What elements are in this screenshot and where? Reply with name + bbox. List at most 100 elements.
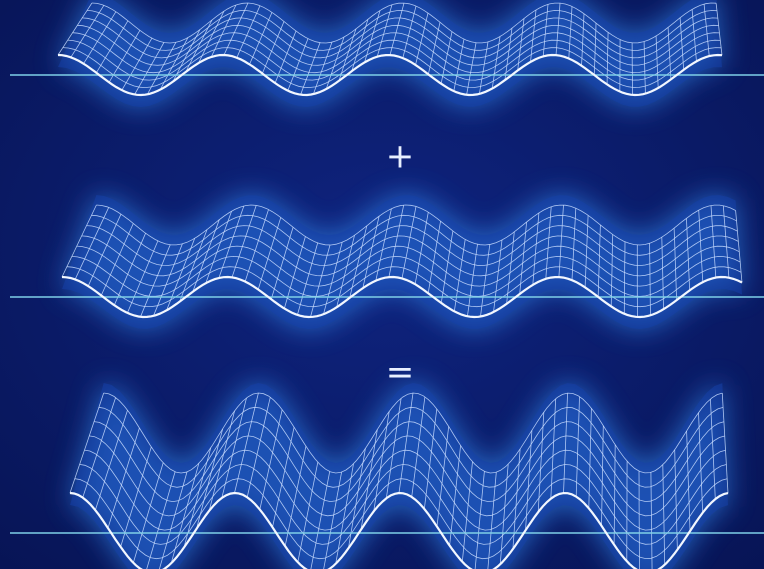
mesh-column (479, 41, 489, 94)
mesh-column (218, 205, 245, 279)
mesh-column (335, 463, 354, 564)
mesh-column (107, 427, 140, 529)
front-wave (61, 275, 743, 319)
wave-surface (10, 383, 764, 569)
mesh-column (571, 208, 577, 281)
mesh-column (649, 243, 651, 316)
mesh-column (402, 6, 417, 59)
mesh-column (100, 223, 134, 296)
mesh-column (389, 2, 405, 56)
mesh-column (360, 429, 378, 530)
mesh-column (631, 42, 633, 95)
mesh-column (593, 22, 597, 76)
mesh-column (236, 5, 261, 58)
mesh-column (121, 37, 153, 91)
mesh-column (506, 231, 515, 304)
mesh-column (362, 216, 380, 289)
mesh-column (398, 392, 414, 494)
mesh-column (82, 397, 116, 498)
mesh-column (525, 430, 533, 531)
mesh-column (70, 5, 105, 58)
mesh-column (563, 393, 568, 494)
surface-fill (62, 195, 742, 329)
mesh-column (231, 205, 257, 278)
mesh-column (132, 462, 164, 563)
mesh-column (673, 228, 677, 301)
mesh-column (323, 472, 342, 569)
mesh-column (113, 233, 146, 306)
mesh-column (537, 412, 545, 513)
mesh-column (550, 398, 557, 499)
mesh-column (466, 42, 477, 95)
mesh-column (542, 4, 549, 57)
mesh-column (257, 217, 282, 290)
mesh-column (710, 205, 717, 278)
mesh-column (735, 210, 743, 283)
mesh-column (351, 19, 369, 72)
mesh-column (449, 445, 461, 546)
mesh-column (686, 430, 691, 532)
mesh-column (134, 42, 165, 95)
mesh-column (310, 471, 331, 569)
mesh-column (703, 4, 710, 57)
mesh-column (721, 393, 729, 494)
mesh-column (504, 28, 513, 81)
mesh-column (323, 242, 343, 315)
mesh-column (415, 12, 429, 66)
mesh-column (519, 221, 527, 295)
mesh-column (166, 238, 196, 311)
mesh-column (223, 2, 249, 56)
mesh-column (325, 36, 345, 90)
mesh-column (272, 427, 295, 528)
mesh-column (313, 41, 333, 95)
mesh-column (259, 409, 283, 510)
mesh-column (411, 396, 426, 497)
mesh-column (221, 397, 247, 498)
mesh-column (373, 411, 390, 512)
mesh-column (249, 12, 273, 65)
mesh-column (427, 221, 441, 294)
mesh-column (597, 224, 601, 297)
mesh-column (69, 392, 105, 494)
equals-sign: = (386, 353, 415, 393)
mesh-column (183, 447, 212, 548)
mesh-column (196, 428, 224, 529)
mesh-column (172, 29, 201, 82)
mesh-column (401, 206, 417, 279)
mesh-column (261, 21, 285, 74)
mesh-column (686, 218, 691, 291)
mesh-column (210, 4, 237, 58)
mesh-column (61, 204, 97, 278)
mesh-column (348, 448, 366, 549)
mesh-column (575, 396, 580, 497)
mesh-column (297, 462, 319, 563)
mesh-column (208, 410, 235, 511)
mesh-column (146, 471, 176, 569)
mesh-column (453, 239, 466, 312)
mesh-column (95, 20, 129, 74)
mesh-column (108, 30, 141, 83)
mesh-column (667, 27, 672, 80)
mesh-column (170, 463, 200, 564)
mesh-column (474, 471, 485, 569)
mesh-column (284, 446, 307, 547)
mesh-column (555, 3, 561, 56)
mesh-column (715, 3, 723, 56)
mesh-column (679, 17, 685, 70)
mesh-column (246, 397, 271, 498)
mesh-column (94, 410, 128, 511)
mesh-column (584, 215, 589, 288)
mesh-column (499, 464, 509, 565)
mesh-column (655, 35, 659, 89)
mesh-column (480, 244, 491, 317)
mesh-column (467, 244, 478, 317)
front-wave (69, 491, 729, 569)
mesh-column (610, 234, 614, 307)
mesh-column (436, 426, 450, 527)
mesh-column (87, 213, 122, 287)
mesh-column (427, 22, 441, 75)
mesh-column (300, 42, 321, 95)
mesh-column (375, 208, 392, 281)
mesh-column (453, 39, 465, 92)
